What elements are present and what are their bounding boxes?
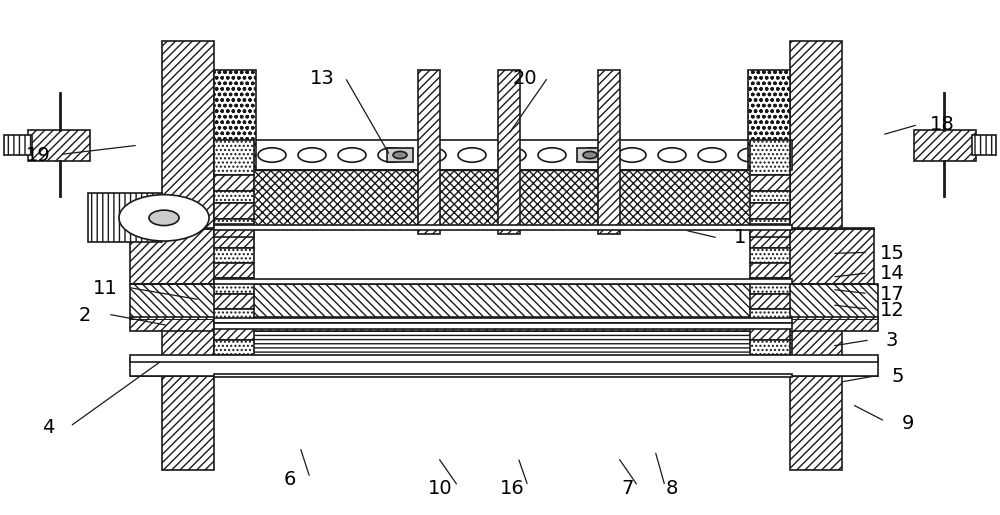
Circle shape xyxy=(583,151,597,159)
Circle shape xyxy=(538,148,566,162)
Circle shape xyxy=(378,148,406,162)
Bar xyxy=(214,234,254,248)
Circle shape xyxy=(258,148,286,162)
Bar xyxy=(28,130,90,161)
Bar xyxy=(750,203,790,219)
Bar xyxy=(214,324,254,340)
Bar xyxy=(790,41,842,470)
Circle shape xyxy=(418,148,446,162)
Bar xyxy=(4,135,32,154)
Bar xyxy=(214,279,792,284)
Text: 14: 14 xyxy=(880,265,904,283)
Circle shape xyxy=(218,148,246,162)
Text: 3: 3 xyxy=(886,332,898,350)
Text: 19: 19 xyxy=(26,146,50,165)
Text: 9: 9 xyxy=(902,414,914,433)
Bar xyxy=(214,224,254,237)
Bar xyxy=(214,191,254,203)
Bar xyxy=(750,234,790,248)
Text: 20: 20 xyxy=(513,69,537,88)
Circle shape xyxy=(698,148,726,162)
Bar xyxy=(750,294,790,309)
Bar xyxy=(750,191,790,203)
Bar xyxy=(387,148,413,162)
Bar xyxy=(598,70,620,234)
Bar xyxy=(214,225,792,230)
Text: 2: 2 xyxy=(79,306,91,324)
Circle shape xyxy=(119,195,209,241)
Bar xyxy=(130,228,218,284)
Bar xyxy=(786,228,874,284)
Circle shape xyxy=(393,151,407,159)
Bar xyxy=(498,70,520,234)
Bar xyxy=(577,148,603,162)
Text: 8: 8 xyxy=(666,479,678,497)
Bar xyxy=(214,140,792,170)
Bar xyxy=(750,175,790,191)
Bar xyxy=(230,170,776,227)
Text: 13: 13 xyxy=(310,69,334,88)
Bar xyxy=(214,248,254,263)
Bar xyxy=(750,340,790,355)
Text: 11: 11 xyxy=(93,279,117,298)
Bar xyxy=(214,328,792,359)
Bar xyxy=(214,309,254,324)
Bar xyxy=(162,41,214,470)
Text: 6: 6 xyxy=(284,471,296,489)
Text: 16: 16 xyxy=(500,479,524,497)
Bar xyxy=(750,263,790,278)
Circle shape xyxy=(738,148,766,162)
Text: 17: 17 xyxy=(880,285,904,304)
Bar xyxy=(130,359,878,376)
Bar xyxy=(750,219,790,234)
Bar xyxy=(214,140,254,175)
Circle shape xyxy=(298,148,326,162)
Text: 15: 15 xyxy=(880,244,904,263)
Bar xyxy=(214,219,254,234)
Text: 7: 7 xyxy=(622,479,634,497)
Text: 4: 4 xyxy=(42,418,54,437)
Circle shape xyxy=(498,148,526,162)
Text: 12: 12 xyxy=(880,301,904,319)
Bar xyxy=(750,324,790,340)
Circle shape xyxy=(338,148,366,162)
Text: 18: 18 xyxy=(930,115,954,134)
Bar xyxy=(750,309,790,324)
Circle shape xyxy=(149,210,179,226)
Text: 5: 5 xyxy=(892,368,904,386)
Bar xyxy=(214,294,254,309)
Text: 10: 10 xyxy=(428,479,452,497)
Bar xyxy=(214,70,256,170)
Bar xyxy=(972,135,996,154)
Bar xyxy=(750,224,790,237)
Bar xyxy=(214,340,254,355)
Text: 1: 1 xyxy=(734,229,746,247)
Bar xyxy=(214,318,792,323)
Bar xyxy=(418,70,440,234)
Bar xyxy=(214,263,254,278)
Bar xyxy=(750,140,790,175)
Bar xyxy=(214,203,254,219)
Bar xyxy=(214,278,254,294)
Circle shape xyxy=(618,148,646,162)
Circle shape xyxy=(578,148,606,162)
Circle shape xyxy=(458,148,486,162)
Bar xyxy=(750,278,790,294)
Bar xyxy=(748,70,790,170)
Bar xyxy=(914,130,976,161)
Bar xyxy=(88,193,162,242)
Bar xyxy=(130,317,878,331)
Bar xyxy=(214,374,792,377)
Circle shape xyxy=(658,148,686,162)
Bar xyxy=(214,323,792,329)
Bar xyxy=(214,175,254,191)
Bar xyxy=(130,355,878,362)
Bar xyxy=(750,248,790,263)
Bar xyxy=(130,284,878,319)
